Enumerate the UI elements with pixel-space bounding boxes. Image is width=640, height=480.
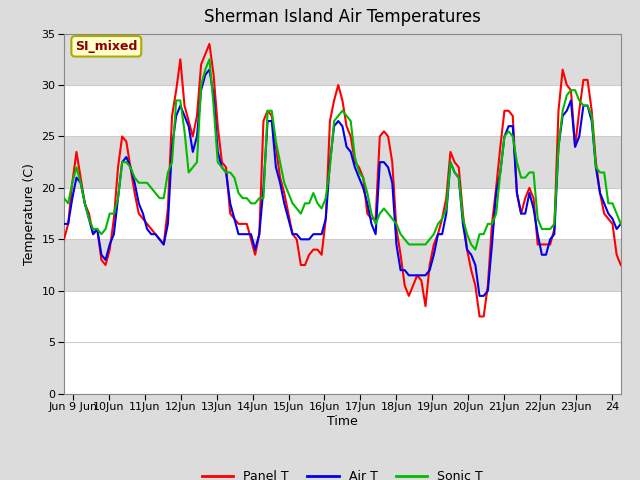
Bar <box>64 240 621 291</box>
X-axis label: Time: Time <box>327 415 358 428</box>
Y-axis label: Temperature (C): Temperature (C) <box>23 163 36 264</box>
Legend: Panel T, Air T, Sonic T: Panel T, Air T, Sonic T <box>196 465 488 480</box>
Bar <box>64 136 621 188</box>
Text: SI_mixed: SI_mixed <box>75 40 138 53</box>
Bar <box>64 34 621 85</box>
Title: Sherman Island Air Temperatures: Sherman Island Air Temperatures <box>204 9 481 26</box>
